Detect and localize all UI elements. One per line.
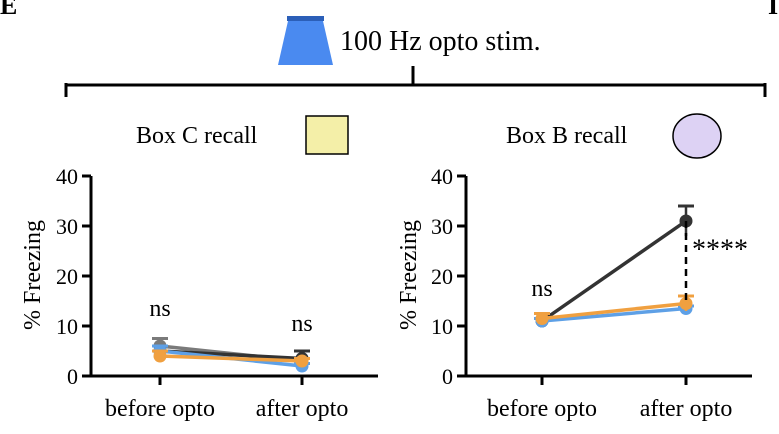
series-orange-point	[153, 349, 167, 363]
y-tick-label: 40	[431, 164, 453, 189]
stim-label: 100 Hz opto stim.	[340, 26, 541, 57]
chart-title: Box C recall	[136, 123, 258, 149]
y-axis-label: % Freezing	[20, 220, 46, 330]
series-orange-line	[159, 354, 303, 363]
y-tick-label: 40	[56, 164, 78, 189]
ns-annotation: ns	[149, 296, 170, 322]
light-cone-cap	[287, 16, 324, 21]
x-tick-label: after opto	[640, 396, 733, 422]
context-square-icon	[305, 115, 349, 155]
chart-box-b: Box B recall % Freezing 0 10 20 30 40 before …	[396, 113, 752, 422]
y-tick-label: 10	[431, 314, 453, 339]
y-tick-label: 20	[431, 264, 453, 289]
series-dark-line	[541, 219, 687, 323]
series-orange-point	[535, 312, 549, 325]
x-tick-label: before opto	[487, 396, 597, 422]
context-ellipse-icon	[672, 113, 722, 159]
y-tick-label: 0	[442, 364, 453, 389]
y-tick-label: 30	[431, 214, 453, 239]
y-axis-label: % Freezing	[396, 220, 422, 330]
series-orange-line	[541, 301, 687, 321]
ns-annotation: ns	[531, 276, 552, 302]
y-tick-label: 30	[56, 214, 78, 239]
series-orange-point	[295, 354, 309, 368]
y-tick-label: 0	[67, 364, 78, 389]
ns-annotation: ns	[291, 311, 312, 337]
series-blue-line	[541, 306, 687, 323]
panel-letter: E	[0, 0, 17, 20]
y-tick-label: 10	[56, 314, 78, 339]
y-tick-label: 20	[56, 264, 78, 289]
light-cone	[278, 21, 333, 65]
chart-title: Box B recall	[506, 123, 628, 149]
x-tick-label: after opto	[256, 396, 349, 422]
chart-box-c: Box C recall % Freezing 0 10 20 30 40 before …	[20, 115, 378, 422]
x-tick-label: before opto	[105, 396, 215, 422]
significance-stars: ****	[692, 235, 748, 266]
light-stim-icon	[278, 16, 333, 65]
next-panel-letter-fragment: I	[768, 0, 778, 20]
stim-bracket	[64, 66, 767, 97]
series-orange-point	[679, 297, 693, 310]
